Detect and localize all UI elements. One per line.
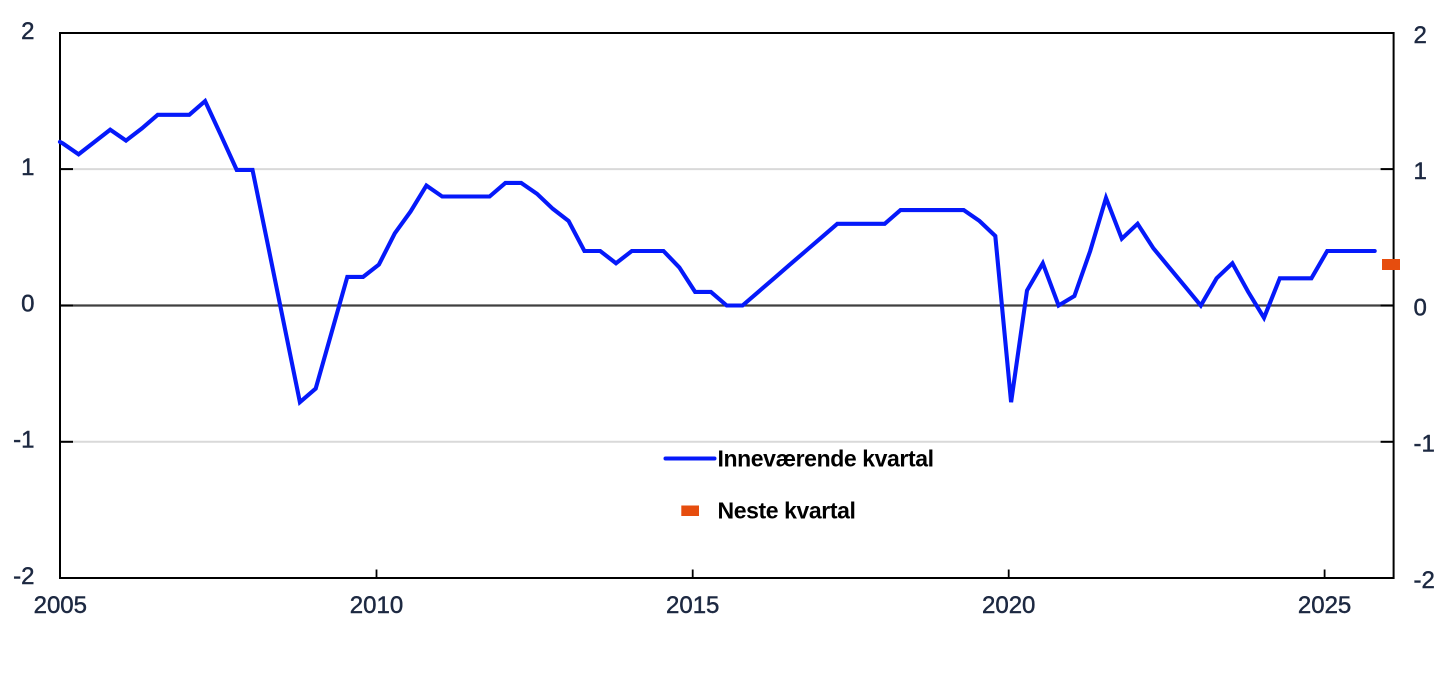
svg-text:-2: -2 xyxy=(1414,567,1435,594)
svg-text:2010: 2010 xyxy=(350,592,403,619)
svg-text:2005: 2005 xyxy=(34,592,87,619)
svg-text:2015: 2015 xyxy=(666,592,719,619)
svg-text:-1: -1 xyxy=(1414,431,1435,458)
svg-text:0: 0 xyxy=(21,290,34,317)
svg-text:1: 1 xyxy=(1414,158,1427,185)
svg-text:2020: 2020 xyxy=(982,592,1035,619)
svg-text:2: 2 xyxy=(21,18,34,45)
svg-text:Neste kvartal: Neste kvartal xyxy=(718,498,856,524)
svg-text:1: 1 xyxy=(21,154,34,181)
svg-text:2025: 2025 xyxy=(1298,592,1351,619)
svg-text:2: 2 xyxy=(1414,22,1427,49)
svg-text:Inneværende kvartal: Inneværende kvartal xyxy=(718,446,934,472)
svg-text:-2: -2 xyxy=(13,563,34,590)
svg-text:0: 0 xyxy=(1414,294,1427,321)
svg-text:-1: -1 xyxy=(13,427,34,454)
